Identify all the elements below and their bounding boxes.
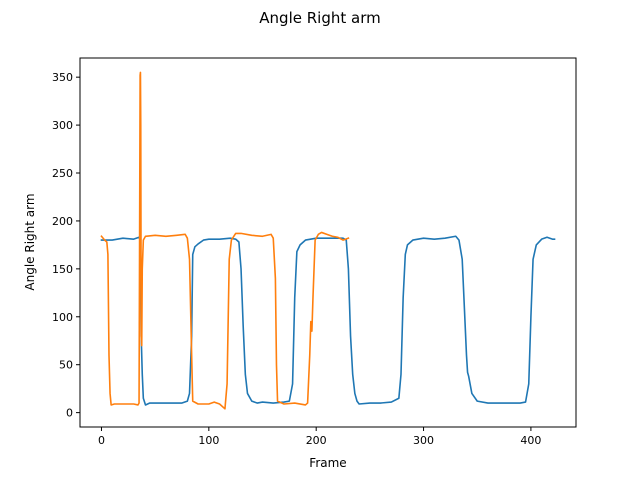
y-tick-label: 150: [52, 263, 73, 276]
x-tick-label: 300: [413, 434, 434, 447]
series-line-1: [100, 235, 556, 406]
x-tick-label: 0: [98, 434, 105, 447]
x-tick-label: 400: [520, 434, 541, 447]
y-tick-label: 350: [52, 71, 73, 84]
x-tick-label: 200: [306, 434, 327, 447]
y-tick-label: 250: [52, 167, 73, 180]
y-tick-label: 200: [52, 215, 73, 228]
y-axis-label: Angle Right arm: [23, 193, 37, 290]
x-tick-label: 100: [198, 434, 219, 447]
series-line-2: [100, 71, 350, 410]
x-axis-label: Frame: [309, 456, 346, 470]
y-tick-label: 300: [52, 119, 73, 132]
series-layer: [100, 71, 556, 410]
y-tick-label: 0: [66, 407, 73, 420]
chart-title: Angle Right arm: [259, 9, 380, 27]
y-tick-label: 100: [52, 311, 73, 324]
axis-ticks: 0 100 200 300 400 0 50 100 150 200 250 300 350: [52, 71, 541, 447]
y-tick-label: 50: [59, 359, 73, 372]
axes-frame: [79, 57, 577, 428]
